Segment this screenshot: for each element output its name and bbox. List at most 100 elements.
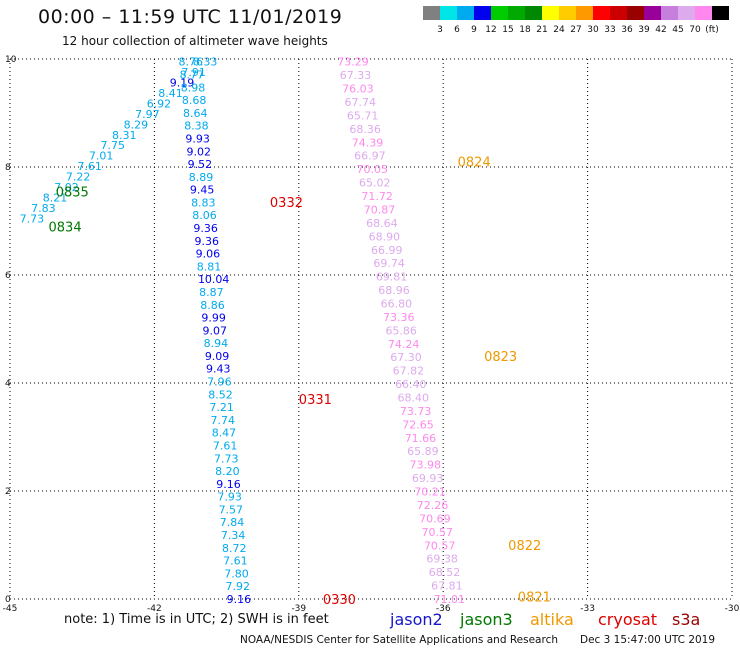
swh-value: 8.20 xyxy=(215,465,240,478)
swh-value: 73.36 xyxy=(383,311,415,324)
colorbar-swatch xyxy=(491,6,508,20)
colorbar-label: 21 xyxy=(536,25,547,35)
swh-value: 7.92 xyxy=(225,580,250,593)
swh-value: 8.29 xyxy=(124,118,149,131)
swh-value: 73.73 xyxy=(400,405,432,418)
legend-item-jason2: jason2 xyxy=(390,610,443,629)
swh-value: 7.01 xyxy=(89,150,114,163)
swh-value: 67.82 xyxy=(393,365,425,378)
colorbar-label: 6 xyxy=(454,25,460,35)
swh-value: 71.66 xyxy=(405,432,437,445)
swh-value: 9.07 xyxy=(203,324,228,337)
credit-line: NOAA/NESDIS Center for Satellite Applica… xyxy=(240,634,558,646)
y-tick-label: 6 xyxy=(5,271,11,281)
swh-value: 65.71 xyxy=(347,109,379,122)
colorbar-label: 36 xyxy=(621,25,633,35)
swh-value: 8.87 xyxy=(199,286,224,299)
swh-value: 9.93 xyxy=(185,132,210,145)
swh-value: 7.34 xyxy=(221,529,246,542)
swh-value: 67.81 xyxy=(431,580,463,593)
swh-value: 9.16 xyxy=(227,593,252,606)
swh-value: 68.96 xyxy=(378,284,410,297)
swh-value: 69.74 xyxy=(373,257,405,270)
swh-value: 9.06 xyxy=(196,248,221,261)
x-tick-label: -42 xyxy=(147,604,162,614)
swh-value: 7.61 xyxy=(77,160,102,173)
swh-value: 66.99 xyxy=(371,244,403,257)
swh-value: 8.83 xyxy=(191,196,216,209)
legend-item-jason3: jason3 xyxy=(460,610,513,629)
swh-value: 8.89 xyxy=(189,171,214,184)
swh-value: 69.93 xyxy=(412,472,444,485)
y-tick-label: 0 xyxy=(5,595,11,605)
colorbar-label: 39 xyxy=(638,25,650,35)
swh-value: 73.98 xyxy=(410,459,442,472)
y-tick-label: 4 xyxy=(5,379,11,389)
colorbar-swatch xyxy=(644,6,661,20)
colorbar-label: 70 xyxy=(689,25,701,35)
swh-value: 70.57 xyxy=(424,539,456,552)
swh-value: 8.68 xyxy=(182,94,207,107)
colorbar-swatch xyxy=(508,6,525,20)
colorbar-swatch xyxy=(423,6,440,20)
colorbar-label: 9 xyxy=(471,25,477,35)
swh-value: 7.93 xyxy=(217,491,242,504)
pass-time-label: 0330 xyxy=(323,593,356,608)
swh-value: 74.39 xyxy=(352,136,384,149)
x-tick-label: -39 xyxy=(291,604,306,614)
colorbar-label: (ft) xyxy=(705,25,719,35)
swh-value: 71.72 xyxy=(361,190,393,203)
swh-value: 7.22 xyxy=(66,171,91,184)
swh-value: 8.72 xyxy=(222,542,247,555)
chart-subtitle: 12 hour collection of altimeter wave hei… xyxy=(62,34,328,48)
swh-value: 9.36 xyxy=(193,222,218,235)
colorbar-swatch xyxy=(457,6,474,20)
swh-value: 8.77 xyxy=(180,68,205,81)
swh-value: 68.36 xyxy=(349,123,381,136)
colorbar-swatch xyxy=(712,6,729,20)
pass-time-label: 0821 xyxy=(518,590,551,605)
colorbar-swatch xyxy=(576,6,593,20)
y-tick-label: 10 xyxy=(5,55,17,65)
colorbar-swatch xyxy=(695,6,712,20)
swh-value: 71.01 xyxy=(434,593,466,606)
pass-time-label: 0834 xyxy=(49,220,82,235)
swh-value: 7.84 xyxy=(220,516,245,529)
swh-value: 76.03 xyxy=(342,83,374,96)
swh-value: 74.24 xyxy=(388,338,420,351)
colorbar-swatch xyxy=(678,6,695,20)
plot-axes: -45 -42 -39 -36 -33 -30 0 2 4 6 8 10 xyxy=(3,55,740,614)
swh-value: 8.76 xyxy=(178,56,203,69)
swh-value: 8.33 xyxy=(193,56,218,69)
swh-value: 8.21 xyxy=(43,191,68,204)
x-tick-label: -45 xyxy=(3,604,18,614)
legend-item-altika: altika xyxy=(530,610,574,629)
colorbar-swatch xyxy=(610,6,627,20)
swh-value: 7.97 xyxy=(135,108,160,121)
colorbar: 3 6 9 12 15 18 21 24 27 30 33 36 39 42 45 70 (ft) xyxy=(423,6,729,35)
legend-item-cryosat: cryosat xyxy=(598,610,658,629)
swh-value: 9.16 xyxy=(216,478,241,491)
x-tick-label: -36 xyxy=(436,604,451,614)
swh-value: 68.90 xyxy=(369,230,401,243)
swh-value: 68.40 xyxy=(397,392,429,405)
swh-value: 66.40 xyxy=(395,378,427,391)
swh-value: 7.61 xyxy=(213,439,238,452)
swh-value: 70.05 xyxy=(357,163,389,176)
swh-value: 8.81 xyxy=(197,260,222,273)
colorbar-swatch xyxy=(525,6,542,20)
swh-value: 8.86 xyxy=(200,299,225,312)
swh-value: 9.52 xyxy=(188,158,213,171)
swh-value: 7.96 xyxy=(207,376,232,389)
swh-value: 70.21 xyxy=(414,486,446,499)
pass-time-label: 0331 xyxy=(299,393,332,408)
swh-value: 65.89 xyxy=(407,445,439,458)
pass-time-label: 0332 xyxy=(270,196,303,211)
swh-value: 7.21 xyxy=(209,401,234,414)
swh-value: 8.38 xyxy=(184,120,209,133)
swh-value: 66.80 xyxy=(381,297,413,310)
colorbar-label: 42 xyxy=(655,25,666,35)
colorbar-label: 27 xyxy=(570,25,581,35)
swh-value: 9.09 xyxy=(205,350,230,363)
